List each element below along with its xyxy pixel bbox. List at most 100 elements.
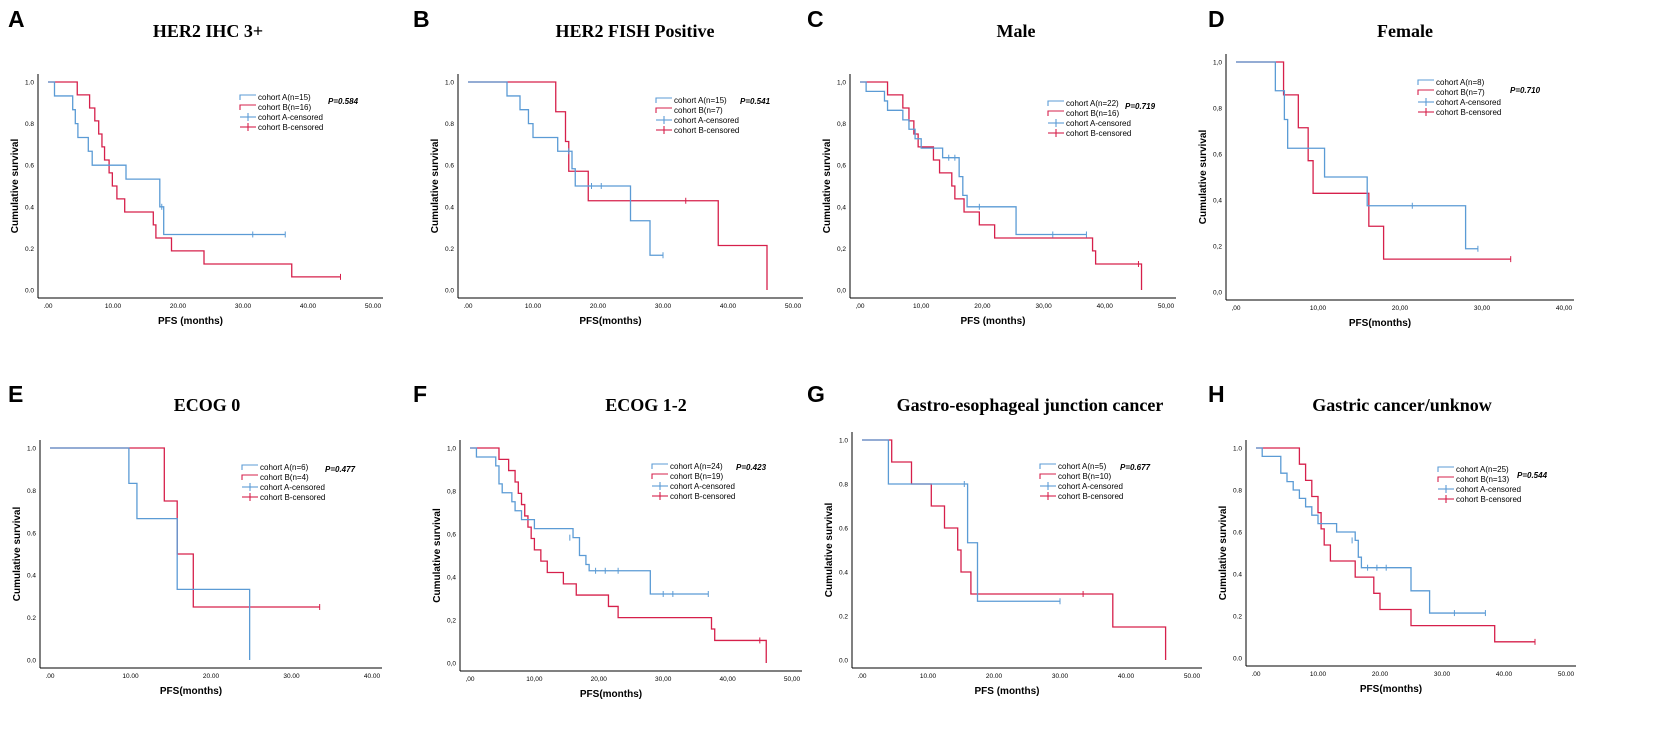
- x-tick-label: 30.00: [655, 303, 672, 310]
- x-tick-label: 10,00: [913, 303, 930, 310]
- x-tick-label: .00: [45, 673, 54, 680]
- x-tick-label: 10.00: [920, 673, 937, 680]
- x-tick-label: 20.00: [203, 673, 220, 680]
- y-tick-label: 0,2: [447, 618, 456, 625]
- y-axis-title: Cumulative survival: [432, 508, 443, 603]
- x-axis-title: PFS (months): [158, 316, 223, 327]
- km-panel-c: C Male 0,0 0,2 0,4 0,6 0,8 1,0 ,00 10,00 20,00 30,0…: [807, 6, 1176, 327]
- y-tick-label: 0.0: [839, 658, 848, 665]
- y-tick-label: 0.8: [27, 488, 36, 495]
- legend-label: cohort B-censored: [1436, 108, 1501, 117]
- x-tick-label: ,00: [1231, 305, 1240, 312]
- x-tick-label: 20.00: [170, 303, 187, 310]
- legend-label: cohort B-censored: [260, 493, 325, 502]
- x-tick-label: 30.00: [1434, 671, 1451, 678]
- x-tick-label: .00: [857, 673, 866, 680]
- legend-swatch: [1039, 473, 1056, 479]
- y-tick-label: 0.4: [839, 570, 848, 577]
- x-tick-label: .00: [1251, 671, 1260, 678]
- y-tick-label: 0.6: [27, 530, 36, 537]
- x-tick-label: 20,00: [974, 303, 991, 310]
- km-curve-cohort-b: [862, 439, 1167, 660]
- x-axis-title: PFS(months): [1360, 684, 1422, 695]
- x-tick-label: 20,00: [1392, 305, 1409, 312]
- legend-label: cohort B(n=19): [670, 472, 723, 481]
- panel-letter: A: [8, 6, 25, 32]
- panel-letter: C: [807, 6, 824, 32]
- x-tick-label: 40.00: [720, 303, 737, 310]
- x-tick-label: 10.00: [1310, 671, 1327, 678]
- y-tick-label: 0,6: [447, 532, 456, 539]
- legend-label: cohort A(n=8): [1436, 78, 1485, 87]
- x-tick-label: 10.00: [105, 303, 122, 310]
- km-curve-cohort-b: [860, 81, 1143, 290]
- p-value: P=0.584: [328, 97, 359, 106]
- legend-label: cohort A(n=6): [260, 463, 309, 472]
- y-tick-label: 0.2: [27, 615, 36, 622]
- y-tick-label: 0.6: [1233, 530, 1242, 537]
- y-tick-label: 0.4: [445, 204, 454, 211]
- legend-swatch: [1417, 79, 1434, 85]
- legend-swatch: [1437, 476, 1454, 482]
- panel-letter: D: [1208, 6, 1225, 32]
- legend-label: cohort A(n=25): [1456, 465, 1509, 474]
- y-axis-title: Cumulative survival: [10, 139, 21, 234]
- y-tick-label: 0.0: [1233, 656, 1242, 663]
- panel-title: Female: [1377, 21, 1433, 41]
- y-tick-label: 1.0: [27, 446, 36, 453]
- panel-title: ECOG 0: [174, 395, 241, 415]
- y-tick-label: 0,8: [447, 489, 456, 496]
- y-tick-label: 0.2: [25, 246, 34, 253]
- km-curve-cohort-a: [50, 447, 251, 660]
- legend: cohort A(n=5)cohort B(n=10)cohort A-cens…: [1039, 462, 1123, 501]
- x-tick-label: 50.00: [785, 303, 802, 310]
- km-curve-cohort-b: [468, 81, 768, 290]
- km-panel-f: F ECOG 1-2 0,0 0,2 0,4 0,6 0,8 1,0 ,00 10,00 20,00…: [413, 381, 802, 700]
- y-tick-label: 0.4: [27, 573, 36, 580]
- legend-label: cohort A-censored: [1058, 482, 1123, 491]
- y-axis-title: Cumulative survival: [1218, 506, 1229, 601]
- x-axis-title: PFS(months): [579, 316, 641, 327]
- legend-swatch: [1047, 110, 1064, 116]
- legend-label: cohort B(n=10): [1058, 472, 1111, 481]
- p-value: P=0.541: [740, 97, 771, 106]
- x-tick-label: 50.00: [1184, 673, 1201, 680]
- y-tick-label: 0,6: [1213, 152, 1222, 159]
- y-tick-label: 0,4: [1213, 198, 1222, 205]
- panel-letter: H: [1208, 381, 1225, 407]
- legend-label: cohort B(n=7): [674, 106, 723, 115]
- p-value: P=0.544: [1517, 471, 1548, 480]
- x-tick-label: 10,00: [526, 676, 543, 683]
- x-axis-title: PFS(months): [1349, 318, 1411, 329]
- km-curve-cohort-a: [48, 81, 286, 236]
- x-tick-label: 40.00: [1496, 671, 1513, 678]
- x-tick-label: ,00: [855, 303, 864, 310]
- x-tick-label: .00: [43, 303, 52, 310]
- y-tick-label: 0.6: [25, 163, 34, 170]
- y-tick-label: 1,0: [837, 80, 846, 87]
- y-tick-label: 0.8: [1233, 488, 1242, 495]
- legend-label: cohort A-censored: [260, 483, 325, 492]
- y-tick-label: 0,2: [1213, 244, 1222, 251]
- panel-letter: E: [8, 381, 23, 407]
- legend-swatch: [241, 464, 258, 470]
- legend: cohort A(n=15)cohort B(n=7)cohort A-cens…: [655, 96, 739, 135]
- km-curve-cohort-a: [468, 81, 663, 256]
- p-value: P=0.677: [1120, 463, 1151, 472]
- y-tick-label: 0.0: [27, 658, 36, 665]
- panel-title: ECOG 1-2: [605, 395, 687, 415]
- km-curve-cohort-a: [860, 81, 1087, 236]
- x-tick-label: 50,00: [1158, 303, 1175, 310]
- km-curve-cohort-a: [862, 439, 1060, 602]
- y-tick-label: 1,0: [447, 446, 456, 453]
- y-tick-label: 0,4: [837, 204, 846, 211]
- x-tick-label: 40.00: [1118, 673, 1135, 680]
- y-tick-label: 0.2: [445, 246, 454, 253]
- km-panel-e: E ECOG 0 0.0 0.2 0.4 0.6 0.8 1.0 .00 10.00 20.00 30…: [8, 381, 382, 697]
- y-tick-label: 0,8: [1213, 106, 1222, 113]
- x-tick-label: 30,00: [1035, 303, 1052, 310]
- km-panel-d: D Female 0,0 0,2 0,4 0,6 0,8 1,0 ,00 10,00 20,00 30…: [1198, 6, 1574, 329]
- panel-title: HER2 FISH Positive: [555, 21, 714, 41]
- x-tick-label: 10.00: [525, 303, 542, 310]
